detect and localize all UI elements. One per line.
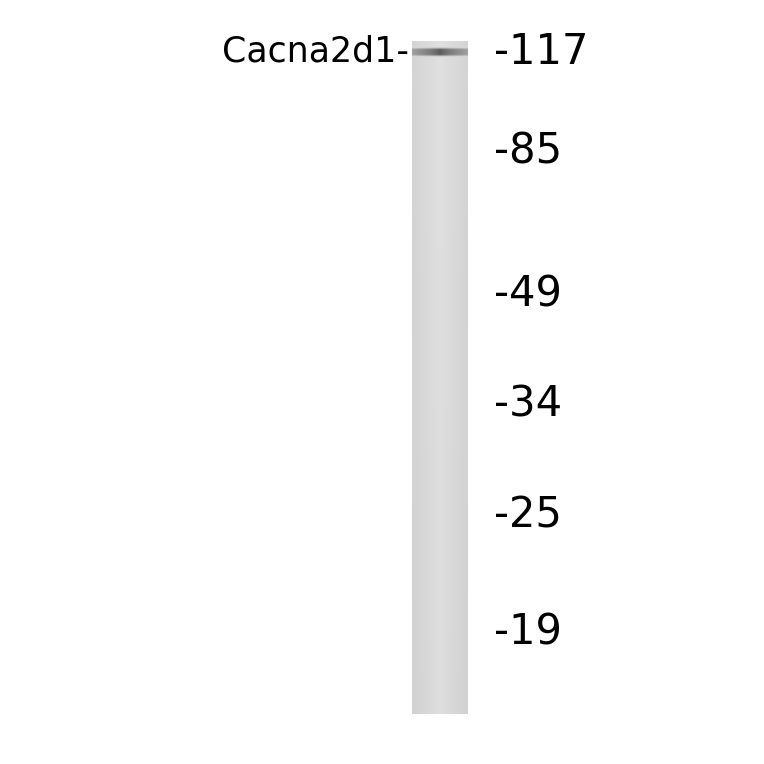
Text: -85: -85 [494,131,562,172]
Text: -25: -25 [494,495,562,536]
Text: -49: -49 [494,274,562,315]
Text: Cacna2d1-: Cacna2d1- [222,35,409,69]
Text: -117: -117 [494,31,588,73]
Text: -34: -34 [494,384,562,426]
Text: -19: -19 [494,612,562,653]
